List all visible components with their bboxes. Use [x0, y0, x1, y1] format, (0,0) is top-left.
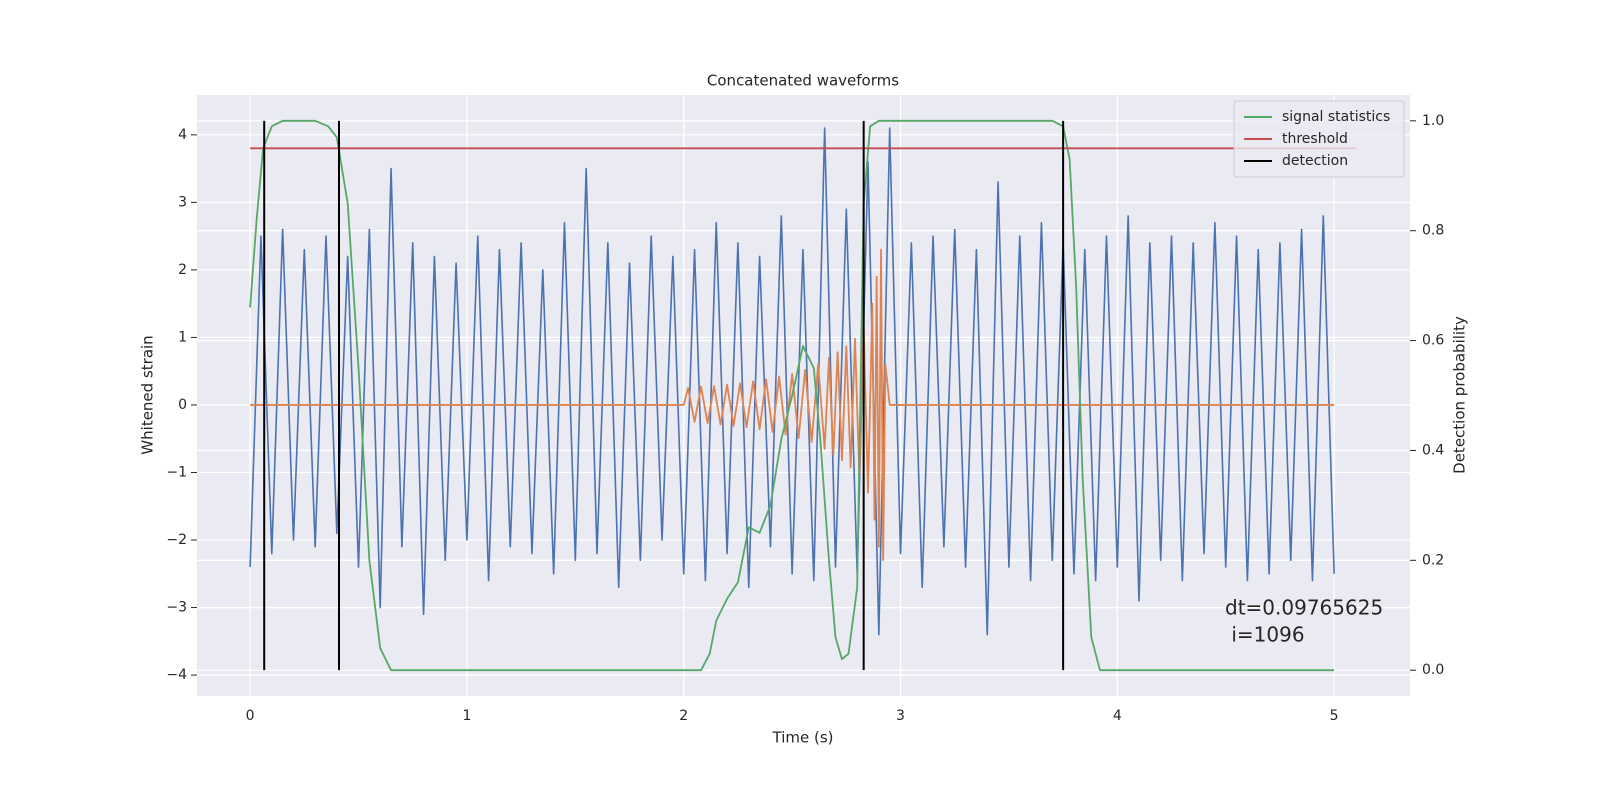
x-tick-label: 2 — [679, 708, 688, 724]
y2-tick-label: 0.2 — [1422, 552, 1444, 568]
x-axis-label: Time (s) — [772, 729, 834, 747]
y-axis-label: Whitened strain — [139, 335, 157, 454]
y2-tick-label: 1.0 — [1422, 113, 1444, 129]
legend-label: detection — [1282, 153, 1348, 169]
annotation: i=1096 — [1225, 623, 1305, 647]
y-tick-label: −1 — [166, 464, 187, 480]
y2-tick-label: 0.8 — [1422, 223, 1444, 239]
y-tick-label: 3 — [178, 194, 187, 210]
y-tick-label: 4 — [178, 127, 187, 143]
y-tick-label: −4 — [166, 667, 187, 683]
x-tick-label: 4 — [1113, 708, 1122, 724]
series-line — [250, 248, 1335, 562]
y-tick-label: −3 — [166, 600, 187, 616]
y-tick-label: −2 — [166, 532, 187, 548]
legend-label: signal statistics — [1282, 109, 1390, 125]
x-tick-label: 0 — [246, 708, 255, 724]
annotation: dt=0.09765625 — [1225, 596, 1383, 620]
y-tick-label: 0 — [178, 397, 187, 413]
chart-title: Concatenated waveforms — [707, 72, 899, 90]
x-tick-label: 1 — [462, 708, 471, 724]
legend-box — [1233, 100, 1405, 178]
y2-tick-label: 0.0 — [1422, 662, 1444, 678]
y2-axis-label: Detection probability — [1451, 316, 1469, 474]
x-tick-label: 5 — [1330, 708, 1339, 724]
x-tick-label: 3 — [896, 708, 905, 724]
y-tick-label: 1 — [178, 329, 187, 345]
series-line — [249, 127, 1335, 636]
legend: signal statistics threshold detection — [1233, 100, 1405, 178]
y2-tick-label: 0.6 — [1422, 333, 1444, 349]
series-line — [249, 119, 1335, 672]
legend-label: threshold — [1282, 131, 1348, 147]
y2-tick-label: 0.4 — [1422, 442, 1444, 458]
y-tick-label: 2 — [178, 262, 187, 278]
